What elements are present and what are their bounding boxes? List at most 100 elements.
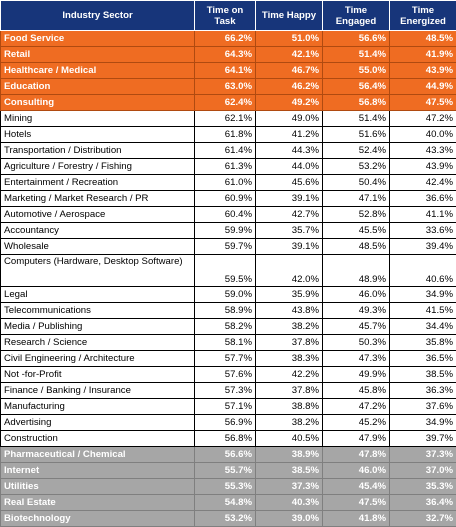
time-happy-cell: 42.7% [256, 207, 323, 223]
time-engaged-cell: 50.3% [323, 335, 390, 351]
time-engaged-cell: 51.4% [323, 47, 390, 63]
time-happy-cell: 49.0% [256, 111, 323, 127]
sector-cell: Not -for-Profit [1, 367, 195, 383]
time-engaged-cell: 48.9% [323, 255, 390, 287]
sector-cell: Telecommunications [1, 303, 195, 319]
time-engaged-cell: 46.0% [323, 287, 390, 303]
time-on-task-cell: 61.0% [195, 175, 256, 191]
time-energized-cell: 40.6% [390, 255, 456, 287]
time-happy-cell: 38.2% [256, 415, 323, 431]
header-row: Industry Sector Time on Task Time Happy … [1, 1, 456, 31]
time-on-task-cell: 66.2% [195, 31, 256, 47]
time-on-task-cell: 61.8% [195, 127, 256, 143]
sector-cell: Pharmaceutical / Chemical [1, 447, 195, 463]
time-on-task-cell: 59.5% [195, 255, 256, 287]
time-happy-cell: 45.6% [256, 175, 323, 191]
sector-cell: Education [1, 79, 195, 95]
time-energized-cell: 41.9% [390, 47, 456, 63]
header-time-energized: Time Energized [390, 1, 456, 31]
time-on-task-cell: 55.7% [195, 463, 256, 479]
time-happy-cell: 38.3% [256, 351, 323, 367]
time-engaged-cell: 52.8% [323, 207, 390, 223]
time-engaged-cell: 45.8% [323, 383, 390, 399]
time-energized-cell: 36.4% [390, 495, 456, 511]
time-engaged-cell: 41.8% [323, 511, 390, 527]
time-happy-cell: 37.8% [256, 335, 323, 351]
sector-cell: Internet [1, 463, 195, 479]
time-energized-cell: 44.9% [390, 79, 456, 95]
sector-cell: Utilities [1, 479, 195, 495]
header-time-happy: Time Happy [256, 1, 323, 31]
time-happy-cell: 42.1% [256, 47, 323, 63]
time-happy-cell: 38.9% [256, 447, 323, 463]
time-happy-cell: 44.0% [256, 159, 323, 175]
time-happy-cell: 38.8% [256, 399, 323, 415]
sector-cell: Finance / Banking / Insurance [1, 383, 195, 399]
sector-cell: Automotive / Aerospace [1, 207, 195, 223]
time-on-task-cell: 56.8% [195, 431, 256, 447]
time-on-task-cell: 64.3% [195, 47, 256, 63]
time-engaged-cell: 45.7% [323, 319, 390, 335]
sector-cell: Wholesale [1, 239, 195, 255]
sector-cell: Civil Engineering / Architecture [1, 351, 195, 367]
sector-cell: Food Service [1, 31, 195, 47]
sector-cell: Manufacturing [1, 399, 195, 415]
time-energized-cell: 41.5% [390, 303, 456, 319]
time-energized-cell: 42.4% [390, 175, 456, 191]
time-engaged-cell: 55.0% [323, 63, 390, 79]
time-on-task-cell: 62.1% [195, 111, 256, 127]
sector-cell: Transportation / Distribution [1, 143, 195, 159]
sector-cell: Legal [1, 287, 195, 303]
time-on-task-cell: 62.4% [195, 95, 256, 111]
time-happy-cell: 37.8% [256, 383, 323, 399]
table-row: Computers (Hardware, Desktop Software)59… [1, 255, 456, 287]
time-engaged-cell: 56.8% [323, 95, 390, 111]
sector-cell: Consulting [1, 95, 195, 111]
time-engaged-cell: 45.2% [323, 415, 390, 431]
header-time-on-task: Time on Task [195, 1, 256, 31]
time-energized-cell: 36.5% [390, 351, 456, 367]
time-engaged-cell: 47.9% [323, 431, 390, 447]
time-energized-cell: 34.9% [390, 287, 456, 303]
time-energized-cell: 37.6% [390, 399, 456, 415]
time-happy-cell: 39.1% [256, 239, 323, 255]
time-engaged-cell: 47.1% [323, 191, 390, 207]
sector-cell: Advertising [1, 415, 195, 431]
time-on-task-cell: 60.9% [195, 191, 256, 207]
time-engaged-cell: 46.0% [323, 463, 390, 479]
time-energized-cell: 36.3% [390, 383, 456, 399]
time-on-task-cell: 59.0% [195, 287, 256, 303]
time-energized-cell: 40.0% [390, 127, 456, 143]
time-on-task-cell: 63.0% [195, 79, 256, 95]
time-energized-cell: 48.5% [390, 31, 456, 47]
time-on-task-cell: 58.9% [195, 303, 256, 319]
sector-cell: Marketing / Market Research / PR [1, 191, 195, 207]
time-happy-cell: 41.2% [256, 127, 323, 143]
time-happy-cell: 42.2% [256, 367, 323, 383]
time-happy-cell: 46.2% [256, 79, 323, 95]
time-energized-cell: 35.3% [390, 479, 456, 495]
sector-cell: Research / Science [1, 335, 195, 351]
time-on-task-cell: 53.2% [195, 511, 256, 527]
time-happy-cell: 35.9% [256, 287, 323, 303]
sector-cell: Accountancy [1, 223, 195, 239]
time-energized-cell: 37.0% [390, 463, 456, 479]
time-engaged-cell: 56.4% [323, 79, 390, 95]
